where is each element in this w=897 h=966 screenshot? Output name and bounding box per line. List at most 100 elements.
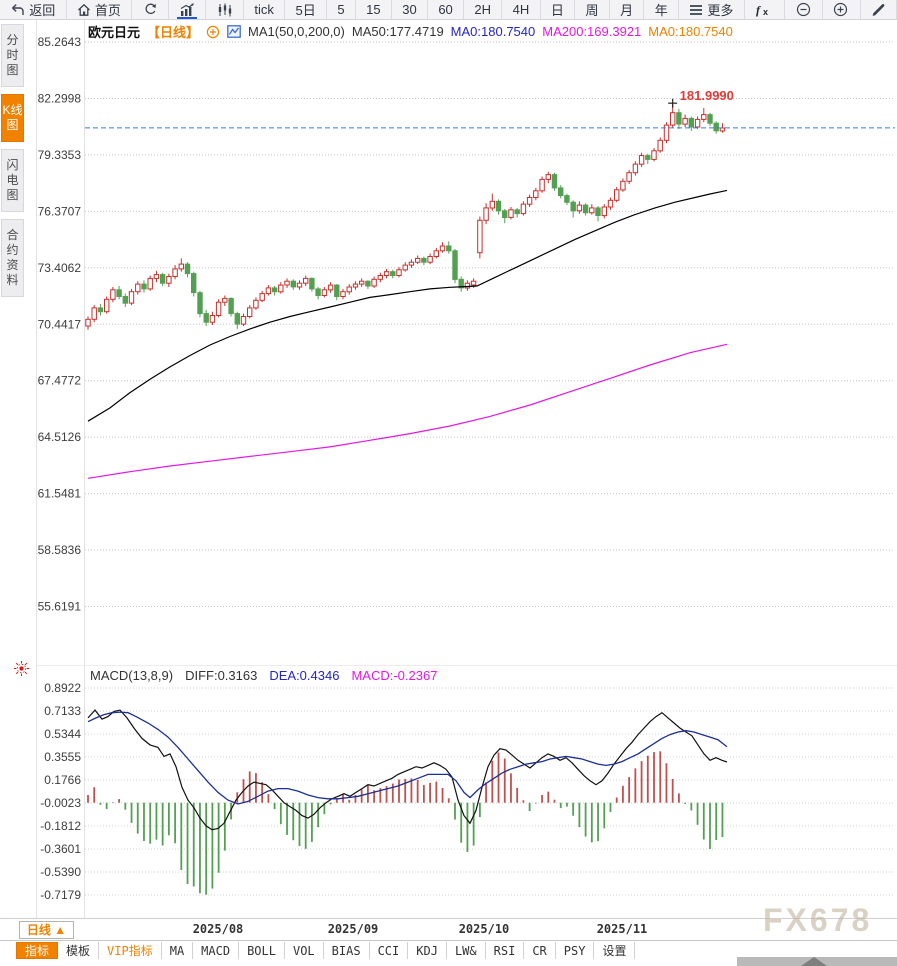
topbar-day-button[interactable]: 日: [541, 0, 576, 19]
pen-icon: [871, 2, 886, 17]
topbar-30-button[interactable]: 30: [392, 0, 429, 19]
refresh-icon: [143, 2, 158, 17]
topbar-tick-button[interactable]: tick: [244, 0, 286, 19]
indicator-tab-templates[interactable]: 模板: [58, 942, 100, 959]
svg-text:-0.7179: -0.7179: [40, 888, 81, 902]
indicator-tab-psy[interactable]: PSY: [556, 942, 595, 959]
topbar-refresh-button[interactable]: [132, 0, 169, 19]
topbar-label: 年: [654, 3, 668, 18]
macd-indicator-chart[interactable]: 0.8922 0.7133 0.5344 0.3555 0.1766 -0.0023 -0.…: [27, 665, 897, 918]
indicator-tab-lw[interactable]: LW&: [447, 942, 486, 959]
topbar-draw-button[interactable]: [861, 0, 897, 19]
topbar-year-button[interactable]: 年: [644, 0, 680, 19]
topbar-label: 首页: [94, 3, 121, 18]
topbar-15-button[interactable]: 15: [356, 0, 392, 19]
sidebar: 分时图 K线图闪电图合约资料: [0, 20, 37, 918]
topbar-label: 日: [550, 3, 564, 18]
sidebar-item-kline[interactable]: K线图: [1, 94, 24, 142]
topbar-more-button[interactable]: 更多: [679, 0, 745, 19]
red-sun-icon[interactable]: [13, 660, 30, 682]
svg-text:176.3707: 176.3707: [31, 204, 81, 218]
sidebar-item-contract-info[interactable]: 合约资料: [1, 219, 24, 297]
scroll-up-arrow[interactable]: [801, 957, 827, 966]
topbar-line-chart-button[interactable]: [169, 0, 207, 19]
indicator-tab-ma[interactable]: MA: [162, 942, 194, 959]
topbar-label: 更多: [707, 3, 734, 18]
svg-text:170.4417: 170.4417: [31, 317, 81, 331]
indicator-toolbar: 指标 模板 VIP指标 MA MACD BOLL VOL BIAS CCI KDJ LW& RSI CR…: [0, 940, 897, 960]
svg-text:0.7133: 0.7133: [44, 704, 81, 718]
svg-text:-0.5390: -0.5390: [40, 865, 81, 879]
topbar-zoom-in-button[interactable]: [823, 0, 861, 19]
indicator-tab-vip-indicators[interactable]: VIP指标: [99, 942, 162, 959]
period-selector[interactable]: 日线 ▲: [19, 921, 74, 939]
topbar-5-button[interactable]: 5: [327, 0, 356, 19]
xaxis-label: 2025/08: [192, 922, 244, 936]
indicator-tab-vol[interactable]: VOL: [285, 942, 324, 959]
topbar-60-button[interactable]: 60: [428, 0, 465, 19]
high-price-label: 181.9990: [680, 88, 734, 103]
topbar-label: 4H: [512, 2, 530, 17]
topbar-zoom-out-button[interactable]: [785, 0, 823, 19]
chart-icon: [179, 2, 195, 17]
ma-chart-icon[interactable]: [227, 25, 241, 38]
indicator-tab-indicators[interactable]: 指标: [16, 942, 59, 959]
xaxis-label: 2025/10: [458, 922, 510, 936]
ma200-value: MA200:169.3921: [542, 24, 642, 39]
svg-text:164.5126: 164.5126: [31, 430, 81, 444]
topbar-label: 60: [438, 2, 453, 17]
topbar-back-button[interactable]: 返回: [0, 0, 67, 19]
topbar-month-button[interactable]: 月: [610, 0, 645, 19]
macd-gridlines: 0.8922 0.7133 0.5344 0.3555 0.1766 -0.0023 -0.…: [40, 681, 895, 902]
topbar-label: 5日: [295, 3, 316, 18]
indicator-tab-settings[interactable]: 设置: [594, 942, 636, 959]
sidebar-item-lightning[interactable]: 闪电图: [1, 149, 24, 212]
topbar-2h-button[interactable]: 2H: [464, 0, 503, 19]
topbar-home-button[interactable]: 首页: [67, 0, 133, 19]
indicator-tab-macd[interactable]: MACD: [193, 942, 240, 959]
menu-icon: [689, 4, 703, 16]
svg-text:0.3555: 0.3555: [44, 750, 81, 764]
svg-text:179.3353: 179.3353: [31, 148, 81, 162]
topbar-label: 周: [585, 3, 599, 18]
macd-hist-value: MACD:-0.2367: [351, 668, 438, 683]
macd-dea-value: DEA:0.4346: [269, 668, 340, 683]
svg-text:f: f: [756, 3, 761, 17]
svg-text:-0.1812: -0.1812: [40, 819, 81, 833]
svg-text:155.6191: 155.6191: [31, 600, 81, 614]
svg-text:158.5836: 158.5836: [31, 543, 81, 557]
xaxis-row: 日线 ▲ 2025/08 2025/09 2025/10 2025/11: [0, 918, 897, 940]
topbar-candle-chart-button[interactable]: [206, 0, 245, 19]
main-gridlines: 185.2643 182.2998 179.3353 176.3707 173.4062…: [31, 35, 895, 614]
topbar-label: 5: [337, 2, 345, 17]
sidebar-item-time-share[interactable]: 分时图: [1, 24, 24, 87]
macd-diff-value: DIFF:0.3163: [185, 668, 258, 683]
xaxis-label: 2025/09: [327, 922, 379, 936]
topbar-label: 月: [620, 3, 634, 18]
indicator-tab-rsi[interactable]: RSI: [486, 942, 525, 959]
svg-text:x: x: [763, 7, 768, 17]
topbar-week-button[interactable]: 周: [575, 0, 610, 19]
indicator-tab-cci[interactable]: CCI: [370, 942, 409, 959]
home-icon: [77, 3, 91, 17]
ma50-line: [87, 189, 728, 422]
svg-text:-0.0023: -0.0023: [40, 796, 81, 810]
topbar-5d-button[interactable]: 5日: [285, 0, 328, 19]
svg-text:167.4772: 167.4772: [31, 374, 81, 388]
main-candlestick-chart[interactable]: 185.2643 182.2998 179.3353 176.3707 173.4062…: [27, 20, 897, 665]
ma-preset: MA1(50,0,200,0): [248, 24, 345, 39]
diff-line: [87, 709, 728, 831]
svg-text:0.1766: 0.1766: [44, 773, 81, 787]
indicator-tab-kdj[interactable]: KDJ: [408, 942, 447, 959]
dea-line: [87, 711, 728, 805]
add-indicator-icon[interactable]: [206, 25, 220, 39]
indicator-tab-cr[interactable]: CR: [524, 942, 556, 959]
indicator-tab-bias[interactable]: BIAS: [324, 942, 370, 959]
ma50-value: MA50:177.4719: [351, 24, 444, 39]
indicator-tab-boll[interactable]: BOLL: [239, 942, 285, 959]
topbar-4h-button[interactable]: 4H: [502, 0, 541, 19]
topbar-label: 返回: [29, 3, 56, 18]
